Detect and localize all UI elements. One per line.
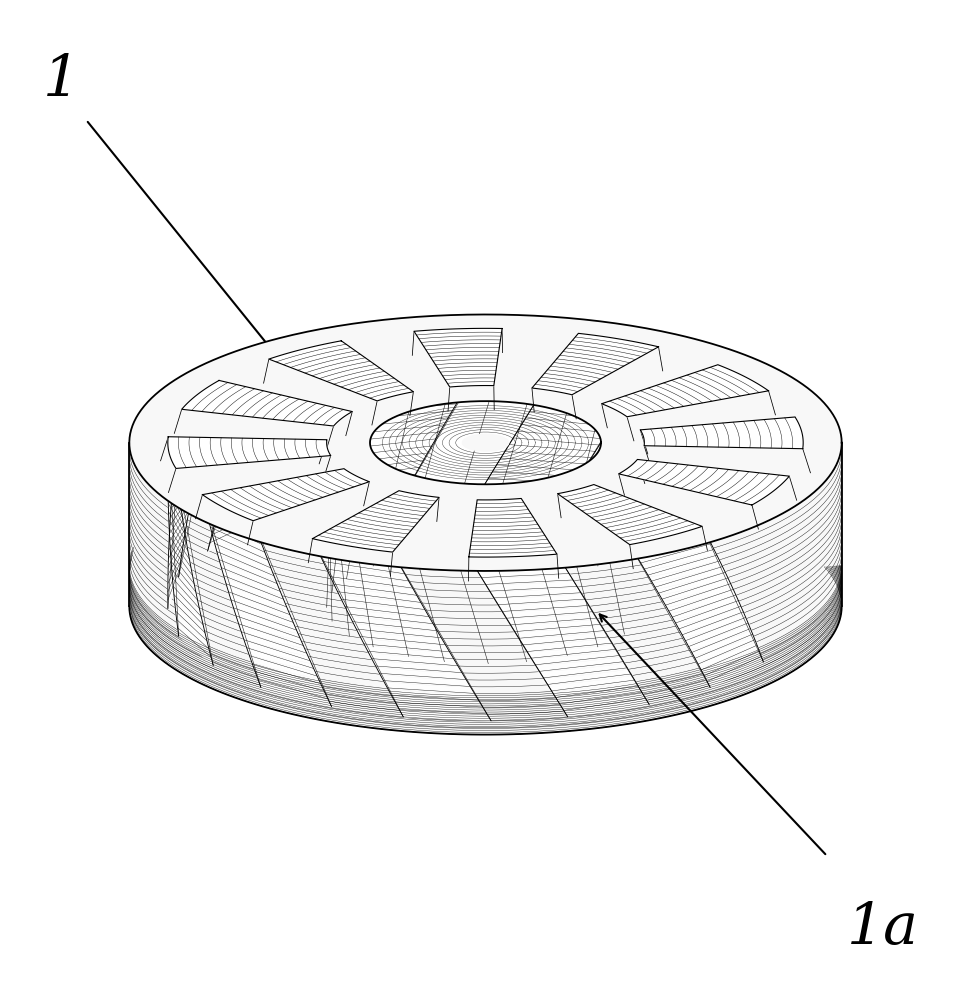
- Polygon shape: [619, 459, 789, 505]
- Polygon shape: [168, 380, 219, 608]
- Polygon shape: [313, 539, 491, 721]
- Polygon shape: [269, 341, 414, 401]
- Polygon shape: [630, 526, 763, 687]
- Polygon shape: [202, 469, 369, 521]
- Polygon shape: [202, 495, 331, 706]
- Polygon shape: [414, 328, 502, 387]
- Polygon shape: [640, 417, 803, 449]
- Polygon shape: [182, 380, 352, 426]
- Text: 1a: 1a: [847, 900, 919, 956]
- Polygon shape: [532, 333, 658, 395]
- Polygon shape: [462, 434, 509, 451]
- Polygon shape: [208, 341, 341, 551]
- Polygon shape: [557, 485, 702, 545]
- Polygon shape: [168, 437, 331, 468]
- Polygon shape: [469, 554, 650, 717]
- Polygon shape: [321, 329, 502, 508]
- Polygon shape: [480, 333, 658, 496]
- Polygon shape: [168, 437, 214, 665]
- Polygon shape: [602, 365, 769, 417]
- Polygon shape: [129, 443, 842, 735]
- Polygon shape: [313, 491, 439, 552]
- Polygon shape: [469, 498, 557, 557]
- PathPatch shape: [129, 314, 842, 571]
- Text: 1: 1: [43, 52, 80, 109]
